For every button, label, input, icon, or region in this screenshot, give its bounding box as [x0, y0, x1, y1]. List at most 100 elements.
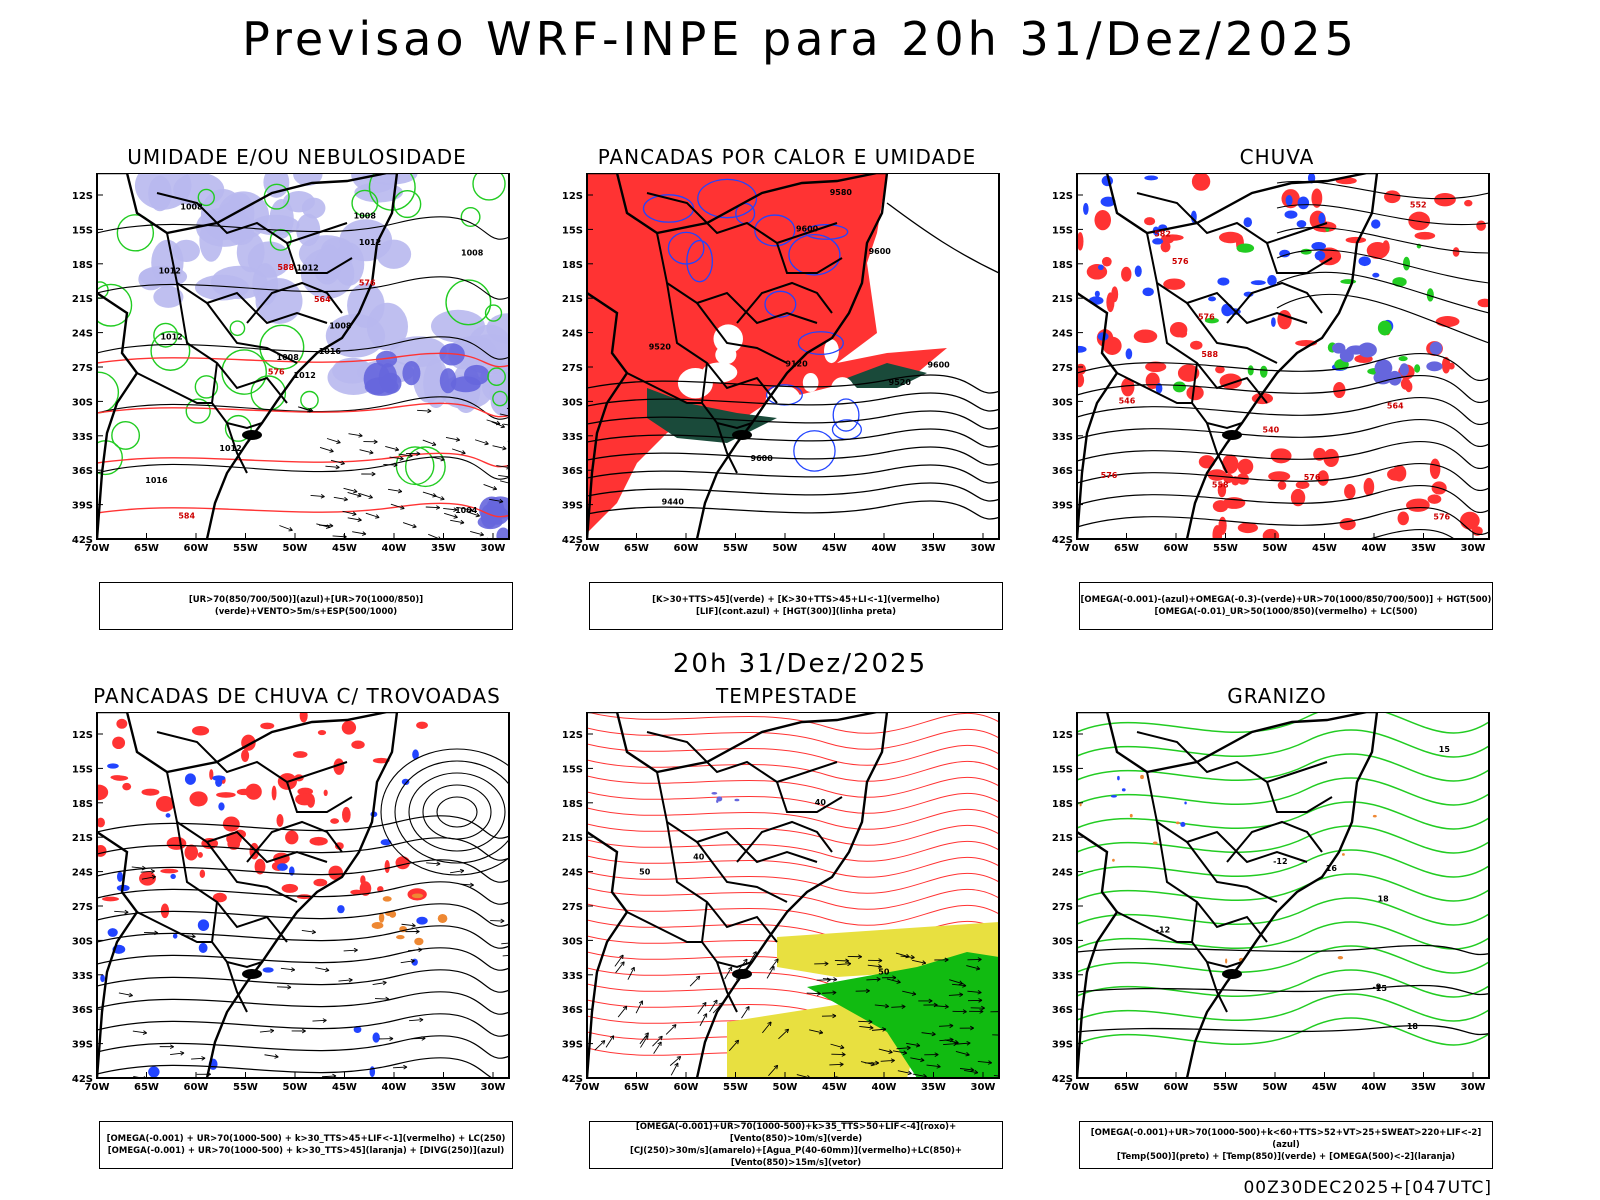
lat-tick-label: 27S — [562, 902, 583, 913]
contour-label: 40 — [815, 798, 827, 807]
lon-tick-label: 35W — [431, 543, 456, 554]
lat-tick-label: 12S — [72, 191, 93, 202]
lon-tick-label: 55W — [723, 543, 748, 554]
contour-label: 9600 — [927, 360, 950, 369]
lon-tick-label: 60W — [1164, 543, 1189, 554]
map-granizo: -12-121818161515-912S15S18S21S24S27S30S3… — [1052, 712, 1490, 1093]
map-pancadas-calor: 9600 9600 9600 9580 9600 9520 9520 9440 9120 12S 1… — [562, 173, 1000, 554]
lat-tick-label: 12S — [72, 730, 93, 741]
contour-label: 50 — [639, 868, 651, 877]
contour-label: 576 — [268, 368, 285, 377]
lat-tick-label: 42S — [1052, 1074, 1073, 1085]
legend-line: [CJ(250)>30m/s](amarelo)+[Agua_P(40-60mm… — [629, 1146, 963, 1168]
legend-box: [UR>70(850/700/500)](azul)+[UR>70(1000/8… — [99, 582, 513, 630]
panel-chuva: CHUVA 588 576 576 582 576 576 576 564 558 552 546 54… — [1027, 145, 1527, 635]
lat-tick-label: 36S — [72, 1005, 93, 1016]
lon-tick-label: 40W — [382, 1082, 407, 1093]
lon-tick-label: 70W — [575, 1082, 600, 1093]
lat-tick-label: 24S — [1052, 329, 1073, 340]
panel-title: PANCADAS DE CHUVA C/ TROVOADAS — [93, 684, 501, 708]
panel-tempestade: TEMPESTADE 50 50 40 40 12S 15S 18S 21S 24S 27S 30S 3… — [537, 684, 1037, 1174]
contour-label: 582 — [1154, 230, 1171, 239]
lat-tick-label: 36S — [562, 1005, 583, 1016]
lat-tick-label: 33S — [72, 971, 93, 982]
contour-label: 9520 — [649, 342, 672, 351]
contour-label: 546 — [1119, 397, 1136, 406]
legend-line: [LIF](cont.azul) + [HGT(300)](linha pret… — [695, 607, 897, 617]
lat-tick-label: 27S — [562, 363, 583, 374]
lat-tick-label: 12S — [1052, 191, 1073, 202]
contour-label: 1012 — [294, 371, 316, 380]
lat-tick-label: 24S — [562, 329, 583, 340]
lon-tick-label: 45W — [332, 1082, 357, 1093]
lat-tick-label: 15S — [562, 764, 583, 775]
lon-tick-label: 45W — [822, 543, 847, 554]
contour-label: 15 — [1376, 984, 1388, 993]
lat-tick-label: 30S — [1052, 936, 1073, 947]
lat-tick-label: 18S — [1052, 799, 1073, 810]
legend-box: [OMEGA(-0.001)+UR>70(1000-500)+k>35_TTS>… — [589, 1121, 1003, 1169]
contour-label: 1008 — [277, 353, 300, 362]
contour-label: 1016 — [145, 476, 168, 485]
lon-tick-label: 55W — [1213, 543, 1238, 554]
lat-tick-label: 36S — [1052, 1005, 1073, 1016]
legend-line: [K>30+TTS>45](verde) + [K>30+TTS>45+LI<-… — [652, 595, 940, 605]
lat-tick-label: 21S — [1052, 294, 1073, 305]
lat-tick-label: 24S — [562, 868, 583, 879]
lon-tick-label: 50W — [283, 1082, 308, 1093]
lon-tick-label: 65W — [1114, 543, 1139, 554]
contour-label: 1012 — [359, 238, 381, 247]
contour-label: 1008 — [461, 248, 484, 257]
lon-tick-label: 40W — [872, 1082, 897, 1093]
contour-label: 1016 — [319, 347, 342, 356]
panel-title: CHUVA — [1239, 145, 1315, 169]
lat-tick-label: 33S — [1052, 432, 1073, 443]
lon-tick-label: 35W — [431, 1082, 456, 1093]
lon-tick-label: 65W — [624, 1082, 649, 1093]
lon-tick-label: 30W — [481, 1082, 506, 1093]
lat-tick-label: 18S — [1052, 260, 1073, 271]
contour-label: 576 — [1198, 312, 1215, 321]
lat-tick-label: 15S — [562, 225, 583, 236]
lat-tick-label: 39S — [1052, 501, 1073, 512]
lon-tick-label: 45W — [332, 543, 357, 554]
contour-label: 1004 — [455, 506, 478, 515]
legend-line: [OMEGA(-0.001) + UR>70(1000-500) + k>30_… — [107, 1146, 505, 1156]
lon-tick-label: 55W — [233, 543, 258, 554]
legend-line: [OMEGA(-0.001)-(azul)+OMEGA(-0.3)-(verde… — [1080, 595, 1492, 605]
map-chuva: 588 576 576 582 576 576 576 564 558 552 546 540 12S 1… — [1052, 173, 1490, 554]
contour-label: 1008 — [354, 211, 377, 220]
lon-tick-label: 65W — [1114, 1082, 1139, 1093]
lat-tick-label: 21S — [72, 294, 93, 305]
lat-tick-label: 36S — [562, 466, 583, 477]
lon-tick-label: 30W — [481, 543, 506, 554]
lat-tick-label: 18S — [562, 799, 583, 810]
lat-tick-label: 18S — [72, 799, 93, 810]
legend-line: [OMEGA(-0.001)+UR>70(1000-500)+k>35_TTS>… — [635, 1122, 957, 1144]
legend-line: [OMEGA(-0.01)_UR>50(1000/850)(vermelho) … — [1154, 607, 1418, 617]
run-time-label: 00Z30DEC2025+[047UTC] — [1243, 1178, 1492, 1198]
lon-tick-label: 55W — [233, 1082, 258, 1093]
lon-tick-label: 30W — [971, 1082, 996, 1093]
panel-umidade: UMIDADE E/OU NEBULOSIDADE 1012 1012 1008 101… — [47, 145, 547, 635]
contour-label: 15 — [1439, 745, 1451, 754]
lat-tick-label: 39S — [72, 1040, 93, 1051]
contour-label: -9 — [1372, 983, 1381, 992]
contour-label: 540 — [1263, 425, 1280, 434]
lon-tick-label: 60W — [184, 1082, 209, 1093]
lat-tick-label: 42S — [72, 1074, 93, 1085]
panel-granizo: GRANIZO -12 -12 18 18 16 15 15 -9 12S 15S 18S 21S 24S… — [1027, 684, 1527, 1174]
lon-tick-label: 40W — [1362, 543, 1387, 554]
lat-tick-label: 42S — [72, 535, 93, 546]
lat-tick-label: 39S — [1052, 1040, 1073, 1051]
contour-label: 9440 — [662, 498, 685, 507]
lon-tick-label: 65W — [134, 1082, 159, 1093]
lon-tick-label: 70W — [1065, 1082, 1090, 1093]
contour-label: 9600 — [796, 225, 819, 234]
map-umidade: 1012 1012 1008 1016 1008 1012 1008 1012 1012 1016… — [72, 173, 510, 554]
legend-box: [OMEGA(-0.001) + UR>70(1000-500) + k>30_… — [99, 1121, 513, 1169]
legend-line: [UR>70(850/700/500)](azul)+[UR>70(1000/8… — [188, 595, 424, 617]
lon-tick-label: 55W — [723, 1082, 748, 1093]
lon-tick-label: 70W — [1065, 543, 1090, 554]
lon-tick-label: 45W — [822, 1082, 847, 1093]
